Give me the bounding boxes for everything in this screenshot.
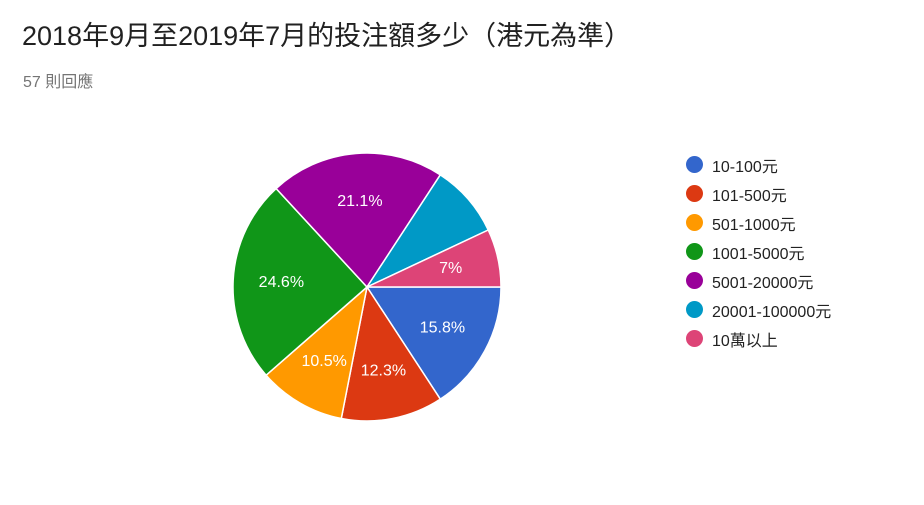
pie-slice	[232, 187, 369, 377]
legend-label: 501-1000元	[712, 216, 796, 234]
legend-swatch	[686, 243, 703, 260]
pie-slice	[340, 285, 442, 422]
legend-item: 10-100元	[686, 150, 831, 179]
legend-label: 5001-20000元	[712, 274, 814, 292]
response-count: 57 則回應	[23, 74, 94, 91]
legend-swatch	[686, 214, 703, 231]
slice-label: 24.6%	[259, 274, 304, 291]
legend-item: 501-1000元	[686, 208, 831, 237]
legend-item: 5001-20000元	[686, 266, 831, 295]
legend-swatch	[686, 185, 703, 202]
slice-label: 12.3%	[361, 363, 406, 380]
slice-label: 10.5%	[302, 353, 347, 370]
slice-label: 21.1%	[337, 193, 382, 210]
slice-label: 15.8%	[420, 319, 465, 336]
legend-item: 1001-5000元	[686, 237, 831, 266]
legend-swatch	[686, 272, 703, 289]
legend-label: 10萬以上	[712, 332, 778, 350]
legend-label: 10-100元	[712, 158, 778, 176]
legend-swatch	[686, 301, 703, 318]
legend-swatch	[686, 156, 703, 173]
legend-item: 20001-100000元	[686, 295, 831, 324]
chart-legend: 10-100元 101-500元 501-1000元 1001-5000元 5001-2…	[686, 150, 831, 353]
legend-label: 20001-100000元	[712, 303, 832, 321]
pie-slice	[365, 286, 502, 401]
legend-swatch	[686, 330, 703, 347]
pie-slice	[366, 229, 502, 288]
pie-slice	[275, 152, 442, 289]
legend-label: 101-500元	[712, 187, 787, 205]
chart-title: 2018年9月至2019年7月的投注額多少（港元為準）	[22, 21, 632, 51]
pie-slice	[265, 284, 369, 420]
legend-item: 10萬以上	[686, 324, 831, 353]
slice-label: 7%	[439, 260, 462, 277]
legend-item: 101-500元	[686, 179, 831, 208]
legend-label: 1001-5000元	[712, 245, 805, 263]
